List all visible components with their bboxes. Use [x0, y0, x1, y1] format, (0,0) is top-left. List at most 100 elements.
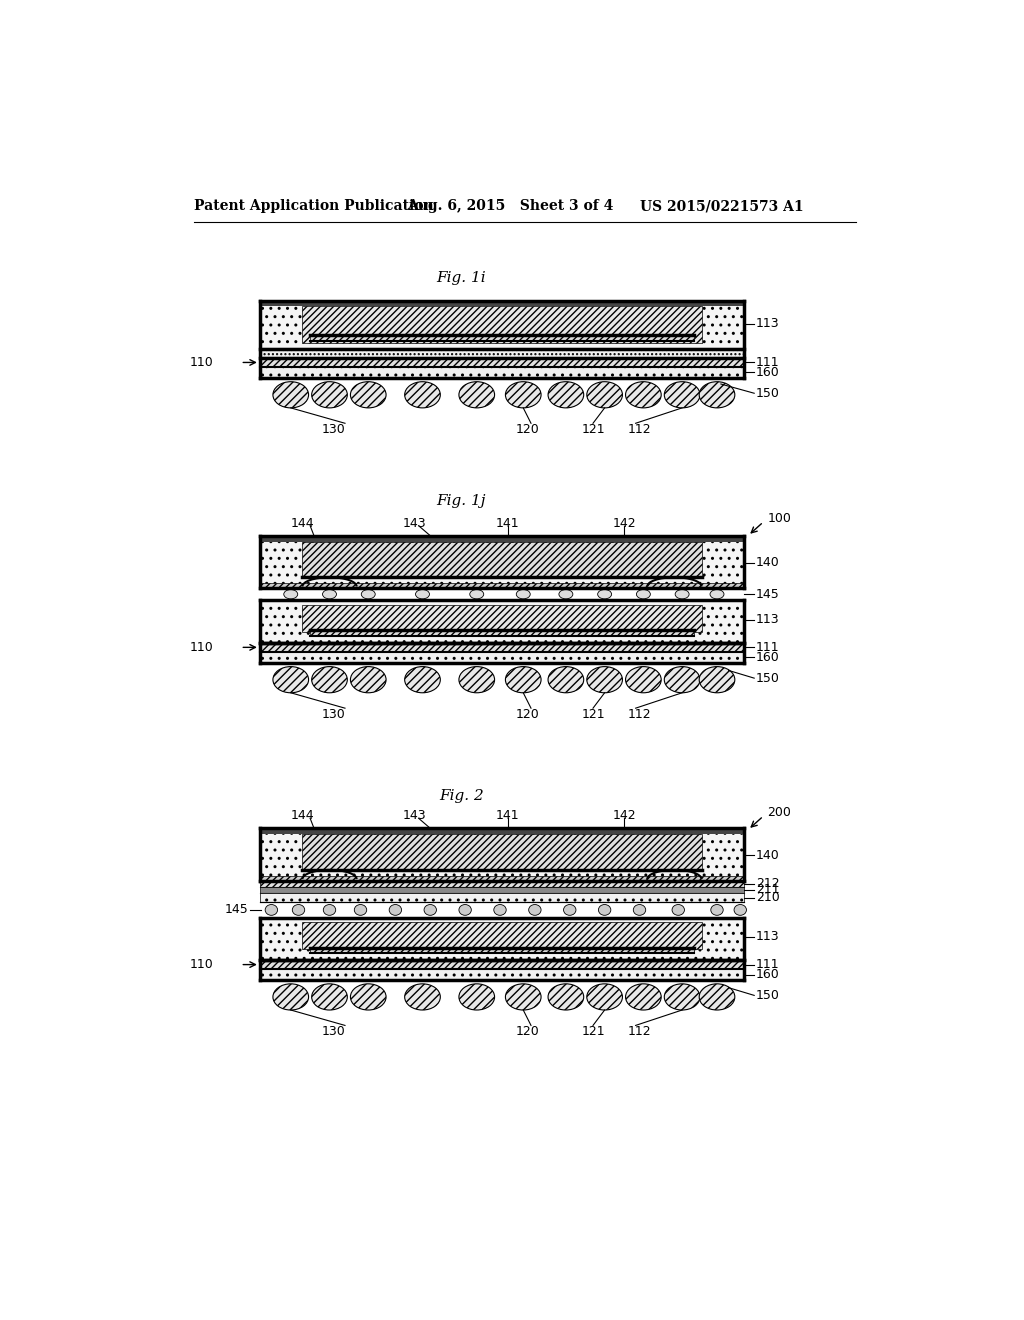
Ellipse shape	[273, 983, 308, 1010]
Text: 112: 112	[628, 422, 651, 436]
Ellipse shape	[311, 667, 347, 693]
Text: 210: 210	[756, 891, 779, 904]
Text: 112: 112	[628, 708, 651, 721]
Text: 100: 100	[767, 512, 792, 525]
Text: 121: 121	[582, 1026, 605, 1038]
Ellipse shape	[563, 904, 575, 915]
Ellipse shape	[459, 667, 495, 693]
Text: 144: 144	[291, 809, 314, 822]
Bar	[260, 367, 744, 378]
Text: 113: 113	[756, 931, 779, 944]
Text: 211: 211	[756, 883, 779, 896]
Ellipse shape	[636, 590, 650, 599]
Text: 110: 110	[189, 356, 213, 370]
Ellipse shape	[389, 904, 401, 915]
Ellipse shape	[350, 381, 386, 408]
Bar	[260, 652, 744, 663]
Ellipse shape	[699, 381, 735, 408]
Text: 130: 130	[322, 708, 345, 721]
Bar	[260, 887, 744, 892]
Ellipse shape	[311, 381, 347, 408]
Text: 130: 130	[322, 1026, 345, 1038]
Ellipse shape	[424, 904, 436, 915]
Text: 144: 144	[291, 517, 314, 529]
Ellipse shape	[734, 904, 746, 915]
Ellipse shape	[665, 983, 700, 1010]
Bar	[260, 601, 744, 643]
Bar	[260, 536, 744, 543]
Ellipse shape	[626, 983, 662, 1010]
Text: 140: 140	[756, 849, 779, 862]
Bar	[260, 829, 744, 880]
Ellipse shape	[672, 904, 684, 915]
Ellipse shape	[311, 983, 347, 1010]
Ellipse shape	[587, 667, 623, 693]
Ellipse shape	[292, 904, 305, 915]
Bar	[310, 335, 693, 341]
Ellipse shape	[626, 381, 662, 408]
Ellipse shape	[598, 590, 611, 599]
Ellipse shape	[459, 983, 495, 1010]
Text: 160: 160	[756, 651, 779, 664]
Bar	[260, 917, 744, 960]
Text: 160: 160	[756, 366, 779, 379]
Text: 145: 145	[224, 903, 248, 916]
Ellipse shape	[354, 904, 367, 915]
Text: 145: 145	[756, 587, 779, 601]
Ellipse shape	[559, 590, 572, 599]
Ellipse shape	[494, 904, 506, 915]
Text: 121: 121	[582, 422, 605, 436]
Ellipse shape	[404, 667, 440, 693]
Text: 212: 212	[756, 878, 779, 890]
Ellipse shape	[633, 904, 646, 915]
Ellipse shape	[699, 667, 735, 693]
Ellipse shape	[350, 667, 386, 693]
Text: 150: 150	[756, 989, 779, 1002]
Bar	[260, 536, 744, 589]
Bar	[260, 301, 744, 306]
Text: 143: 143	[402, 809, 427, 822]
Text: 110: 110	[189, 640, 213, 653]
Bar	[260, 829, 744, 834]
Text: 150: 150	[756, 672, 779, 685]
Text: 200: 200	[767, 807, 792, 820]
Bar	[260, 358, 744, 367]
Bar	[302, 541, 701, 577]
Text: Fig. 2: Fig. 2	[439, 789, 483, 803]
Bar	[260, 643, 744, 652]
Ellipse shape	[470, 590, 483, 599]
Text: 120: 120	[515, 1026, 539, 1038]
Text: 113: 113	[756, 317, 779, 330]
Ellipse shape	[404, 381, 440, 408]
Bar	[260, 892, 744, 903]
Ellipse shape	[324, 904, 336, 915]
Ellipse shape	[404, 983, 440, 1010]
Bar	[260, 301, 744, 348]
Ellipse shape	[548, 381, 584, 408]
Ellipse shape	[361, 590, 375, 599]
Ellipse shape	[459, 381, 495, 408]
Ellipse shape	[273, 667, 308, 693]
Text: 121: 121	[582, 708, 605, 721]
Bar	[310, 631, 693, 636]
Text: 141: 141	[496, 517, 519, 529]
Text: 111: 111	[756, 640, 779, 653]
Ellipse shape	[459, 904, 471, 915]
Bar	[260, 583, 744, 589]
Ellipse shape	[665, 667, 700, 693]
Text: US 2015/0221573 A1: US 2015/0221573 A1	[640, 199, 803, 213]
Ellipse shape	[598, 904, 611, 915]
Ellipse shape	[323, 590, 337, 599]
Ellipse shape	[516, 590, 530, 599]
Ellipse shape	[699, 983, 735, 1010]
Text: 140: 140	[756, 556, 779, 569]
Ellipse shape	[665, 381, 700, 408]
Bar	[302, 834, 701, 870]
Bar	[260, 348, 744, 358]
Bar	[260, 969, 744, 979]
Text: 130: 130	[322, 422, 345, 436]
Text: 150: 150	[756, 387, 779, 400]
Text: Fig. 1j: Fig. 1j	[436, 494, 486, 508]
Ellipse shape	[506, 667, 541, 693]
Ellipse shape	[284, 590, 298, 599]
